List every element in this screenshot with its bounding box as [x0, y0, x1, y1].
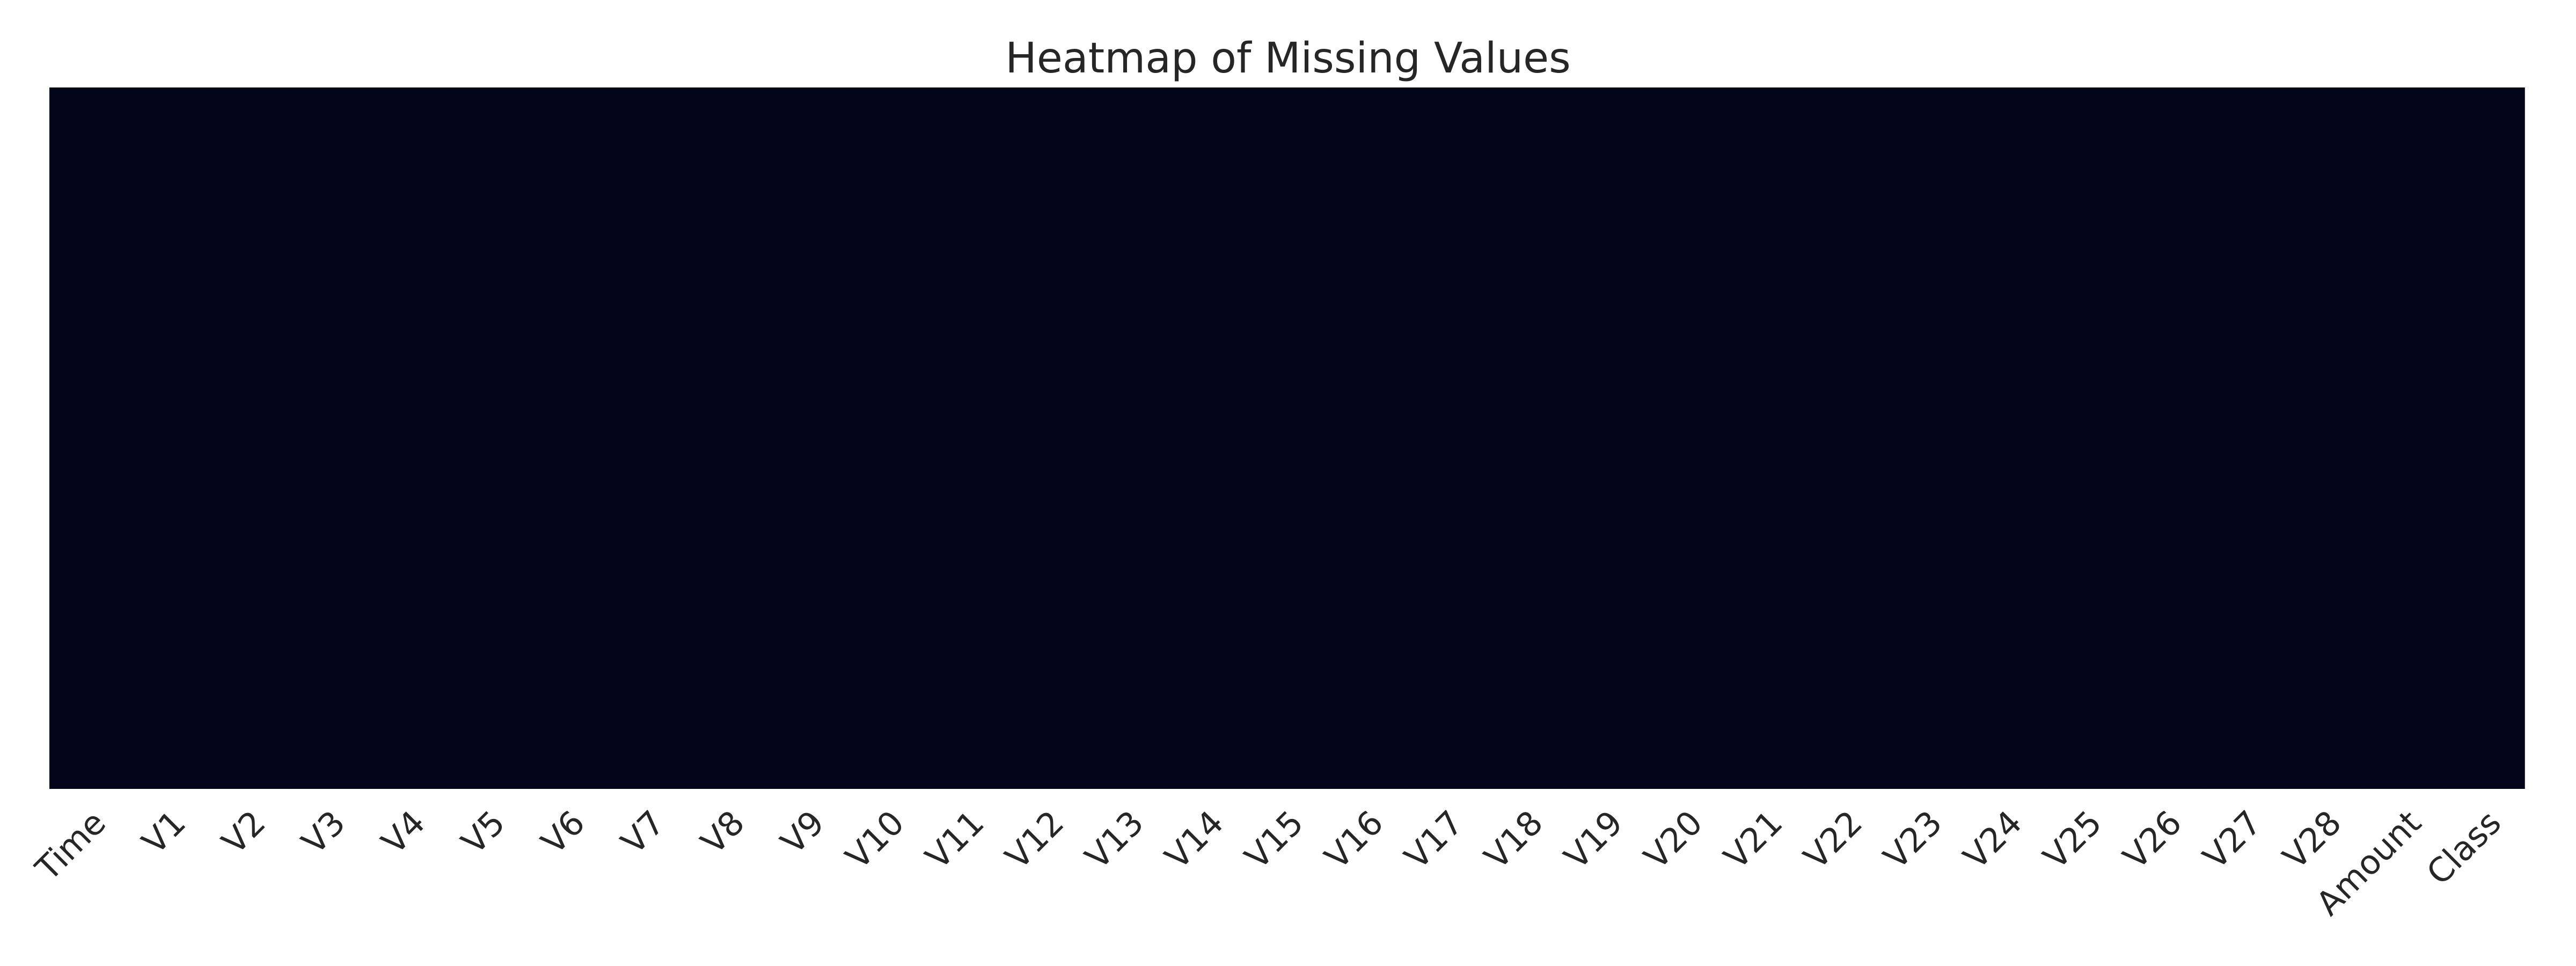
x-tick-label: V14 [1158, 803, 1231, 876]
x-tick-label: V11 [918, 803, 991, 876]
x-tick-label: V22 [1796, 803, 1870, 876]
heatmap-column-cell [1087, 87, 1168, 789]
x-tick-label: Time [27, 803, 113, 889]
heatmap-column-cell [129, 87, 210, 789]
heatmap-column-cell [448, 87, 529, 789]
x-tick-label: V5 [453, 803, 513, 862]
heatmap-column-cell [767, 87, 848, 789]
heatmap-column-cell [1247, 87, 1328, 789]
x-axis: Time V1 V2 V3 V4 V5 V6 V7 V8 V9 V10 V11 V12 V13 V14 V15… [27, 803, 2508, 923]
heatmap-column-cell [1726, 87, 1806, 789]
x-tick-label: V7 [613, 803, 672, 862]
heatmap-column-cell [369, 87, 449, 789]
x-tick-label: V2 [214, 803, 273, 862]
x-tick-label: V19 [1556, 803, 1630, 876]
heatmap-column-cell [1167, 87, 1248, 789]
x-tick-label: V12 [998, 803, 1071, 876]
x-tick-label: V27 [2196, 803, 2269, 876]
x-tick-label: V8 [693, 803, 752, 862]
x-tick-label: V9 [773, 803, 832, 862]
heatmap-column-cell [1486, 87, 1567, 789]
chart-title: Heatmap of Missing Values [1005, 34, 1571, 83]
heatmap-column-cell [1965, 87, 2046, 789]
heatmap-column-cell [289, 87, 369, 789]
x-tick-label: V6 [533, 803, 592, 862]
x-tick-label: V3 [294, 803, 353, 862]
x-tick-label: V10 [838, 803, 911, 876]
x-tick-label: V15 [1237, 803, 1311, 876]
x-tick-label: V25 [2036, 803, 2109, 876]
heatmap-column-cell [2285, 87, 2366, 789]
heatmap-column-cell [49, 87, 130, 789]
heatmap-column-cell [688, 87, 769, 789]
x-tick-label: V17 [1397, 803, 1470, 876]
x-tick-label: V1 [134, 803, 193, 862]
x-tick-label: V26 [2116, 803, 2189, 876]
heatmap-column-cell [1566, 87, 1647, 789]
heatmap-column-cell [1007, 87, 1088, 789]
heatmap-column-cell [847, 87, 928, 789]
heatmap-plot-area [49, 87, 2525, 789]
heatmap-column-cell [209, 87, 290, 789]
heatmap-column-cell [1327, 87, 1407, 789]
x-tick-label: V23 [1876, 803, 1949, 876]
heatmap-column-cell [2045, 87, 2126, 789]
x-tick-label: V4 [374, 803, 433, 862]
heatmap-column-cell [608, 87, 689, 789]
heatmap-column-cell [927, 87, 1008, 789]
x-tick-label: V20 [1636, 803, 1710, 876]
heatmap-column-cell [1646, 87, 1727, 789]
heatmap-column-cell [2205, 87, 2286, 789]
x-tick-label: V18 [1477, 803, 1550, 876]
x-tick-label: V24 [1956, 803, 2029, 876]
heatmap-column-cell [528, 87, 609, 789]
heatmap-column-cell [2445, 87, 2525, 789]
heatmap-column-cell [1407, 87, 1487, 789]
heatmap-column-cell [2125, 87, 2206, 789]
heatmap-column-cell [1806, 87, 1886, 789]
heatmap-column-cell [2365, 87, 2446, 789]
x-tick-label: V16 [1317, 803, 1391, 876]
x-tick-label: V13 [1078, 803, 1151, 876]
x-tick-label: Class [2419, 803, 2508, 892]
x-tick-label: V21 [1716, 803, 1790, 876]
heatmap-column-cell [1885, 87, 1966, 789]
